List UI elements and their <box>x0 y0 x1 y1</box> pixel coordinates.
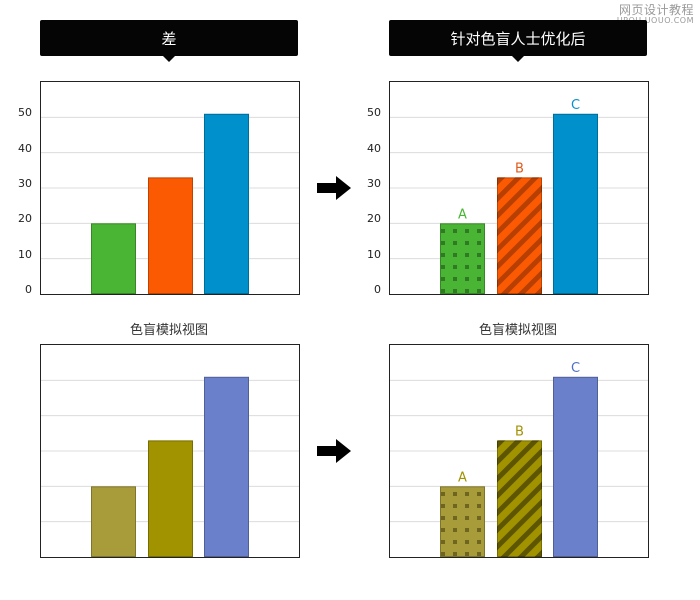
bar-B <box>148 440 193 557</box>
y-tick-label: 50 <box>18 106 32 120</box>
chart-bottom-right: A B C <box>389 344 649 558</box>
bar-label-A: A <box>458 470 467 485</box>
bar-A <box>91 223 136 294</box>
y-tick-label: 40 <box>367 141 381 155</box>
chart-svg <box>41 113 299 294</box>
right-arrow-icon <box>317 176 351 200</box>
chart-top-right: A B C <box>389 81 649 295</box>
bar-C <box>204 113 249 294</box>
chart-svg <box>41 376 299 557</box>
watermark: 网页设计教程 UPOU.UOUO.COM <box>617 4 694 25</box>
bar-label-A: A <box>458 207 467 222</box>
banner-bad: 差 <box>40 20 298 62</box>
banner-bad-label: 差 <box>161 29 177 48</box>
bar-C <box>204 376 249 557</box>
right-arrow-icon <box>317 439 351 463</box>
y-tick-label: 40 <box>18 141 32 155</box>
bar-A <box>440 223 485 294</box>
bar-label-C: C <box>571 361 580 376</box>
bar-C <box>553 113 598 294</box>
subtitle-left: 色盲模拟视图 <box>129 323 208 338</box>
y-tick-label: 10 <box>18 247 32 261</box>
y-tick-label: 30 <box>367 177 381 190</box>
chart-bottom-left <box>40 344 300 558</box>
chart-top-left <box>40 81 300 295</box>
bar-label-B: B <box>515 424 524 439</box>
banner-optimized: 针对色盲人士优化后 <box>389 20 647 62</box>
chart-svg: A B C <box>390 361 648 557</box>
chart-svg: A B C <box>390 98 648 294</box>
bar-A <box>440 486 485 557</box>
bar-C <box>553 376 598 557</box>
y-tick-label: 0 <box>25 283 32 296</box>
y-tick-label: 20 <box>367 212 381 226</box>
bar-label-B: B <box>515 161 524 176</box>
bar-label-C: C <box>571 98 580 113</box>
y-tick-label: 0 <box>374 283 381 296</box>
y-tick-label: 20 <box>18 212 32 226</box>
bar-B <box>148 177 193 294</box>
bar-B <box>497 177 542 294</box>
y-tick-label: 30 <box>18 177 32 190</box>
y-tick-label: 50 <box>367 106 381 120</box>
watermark-sub: UPOU.UOUO.COM <box>616 15 694 25</box>
watermark-main: 网页设计教程 <box>618 3 694 17</box>
subtitle-right: 色盲模拟视图 <box>478 323 557 338</box>
banner-optimized-label: 针对色盲人士优化后 <box>450 29 586 48</box>
bar-B <box>497 440 542 557</box>
bar-A <box>91 486 136 557</box>
y-tick-label: 10 <box>367 247 381 261</box>
